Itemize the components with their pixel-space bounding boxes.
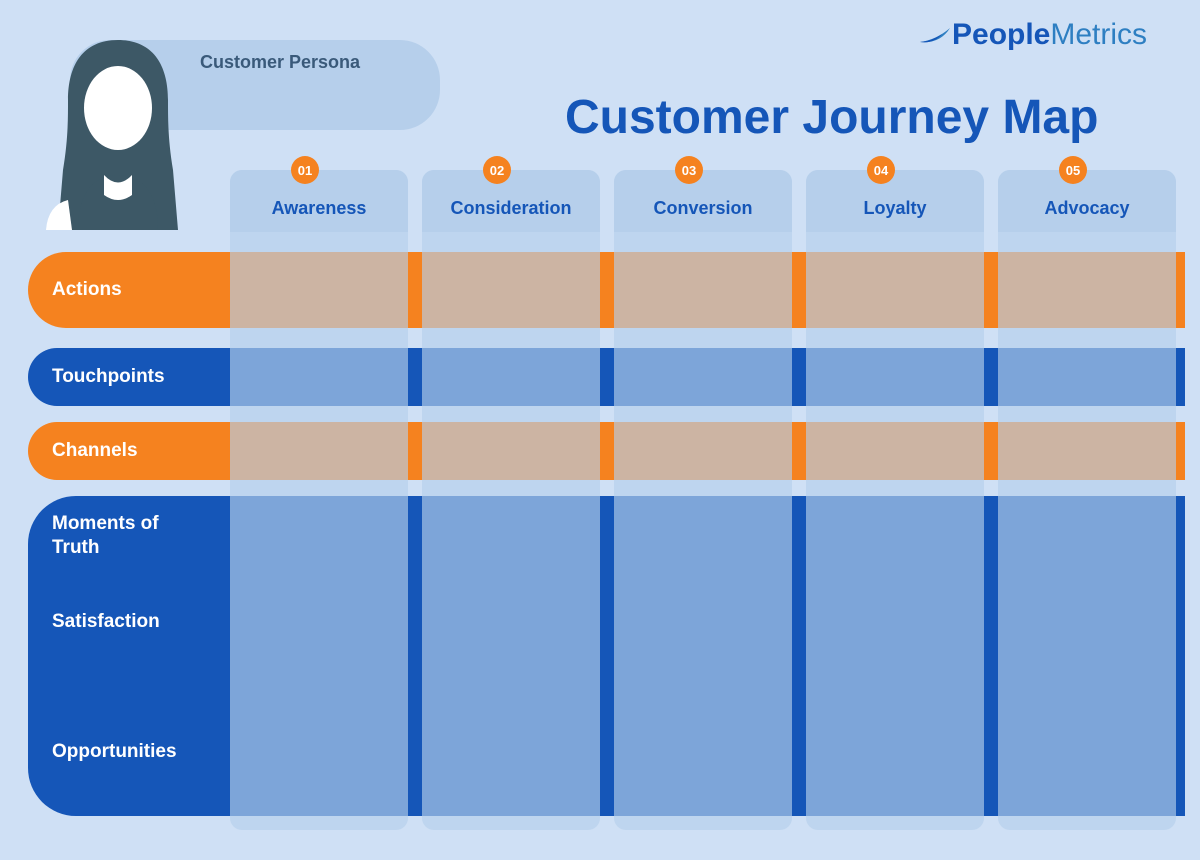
stage-header: Conversion <box>614 170 792 232</box>
stage-label: Loyalty <box>863 198 926 218</box>
stage-number: 02 <box>490 163 504 178</box>
stage-number-badge: 02 <box>483 156 511 184</box>
stage-column-awareness <box>230 170 408 830</box>
persona-label: Customer Persona <box>200 52 360 73</box>
row-big-label: Opportunities <box>52 740 177 764</box>
stage-column-loyalty <box>806 170 984 830</box>
page-title: Customer Journey Map <box>565 90 1098 145</box>
stage-column-advocacy <box>998 170 1176 830</box>
stage-header: Consideration <box>422 170 600 232</box>
stage-number-badge: 03 <box>675 156 703 184</box>
row-label: Touchpoints <box>52 366 165 388</box>
stage-column-conversion <box>614 170 792 830</box>
row-big-label: Satisfaction <box>52 610 160 634</box>
stage-header: Loyalty <box>806 170 984 232</box>
row-label: Actions <box>52 279 122 301</box>
stage-label: Advocacy <box>1044 198 1129 218</box>
stage-number-badge: 05 <box>1059 156 1087 184</box>
logo-text-people: People <box>952 18 1050 52</box>
stage-number: 05 <box>1066 163 1080 178</box>
stage-column-consideration <box>422 170 600 830</box>
stage-number-badge: 01 <box>291 156 319 184</box>
logo-swoosh-icon <box>918 24 952 46</box>
stage-number-badge: 04 <box>867 156 895 184</box>
stage-label: Consideration <box>450 198 571 218</box>
stage-number: 04 <box>874 163 888 178</box>
stage-header: Advocacy <box>998 170 1176 232</box>
row-label: Channels <box>52 440 138 462</box>
persona-avatar-icon <box>28 30 208 230</box>
stage-number: 03 <box>682 163 696 178</box>
stage-number: 01 <box>298 163 312 178</box>
row-big-label: Moments of Truth <box>52 512 159 560</box>
logo-text-metrics: Metrics <box>1050 18 1147 52</box>
brand-logo: PeopleMetrics <box>918 18 1147 52</box>
stage-header: Awareness <box>230 170 408 232</box>
stage-label: Conversion <box>653 198 752 218</box>
stage-label: Awareness <box>272 198 367 218</box>
journey-map-canvas: Customer Persona Actions Touchpoints Channe… <box>0 0 1200 860</box>
